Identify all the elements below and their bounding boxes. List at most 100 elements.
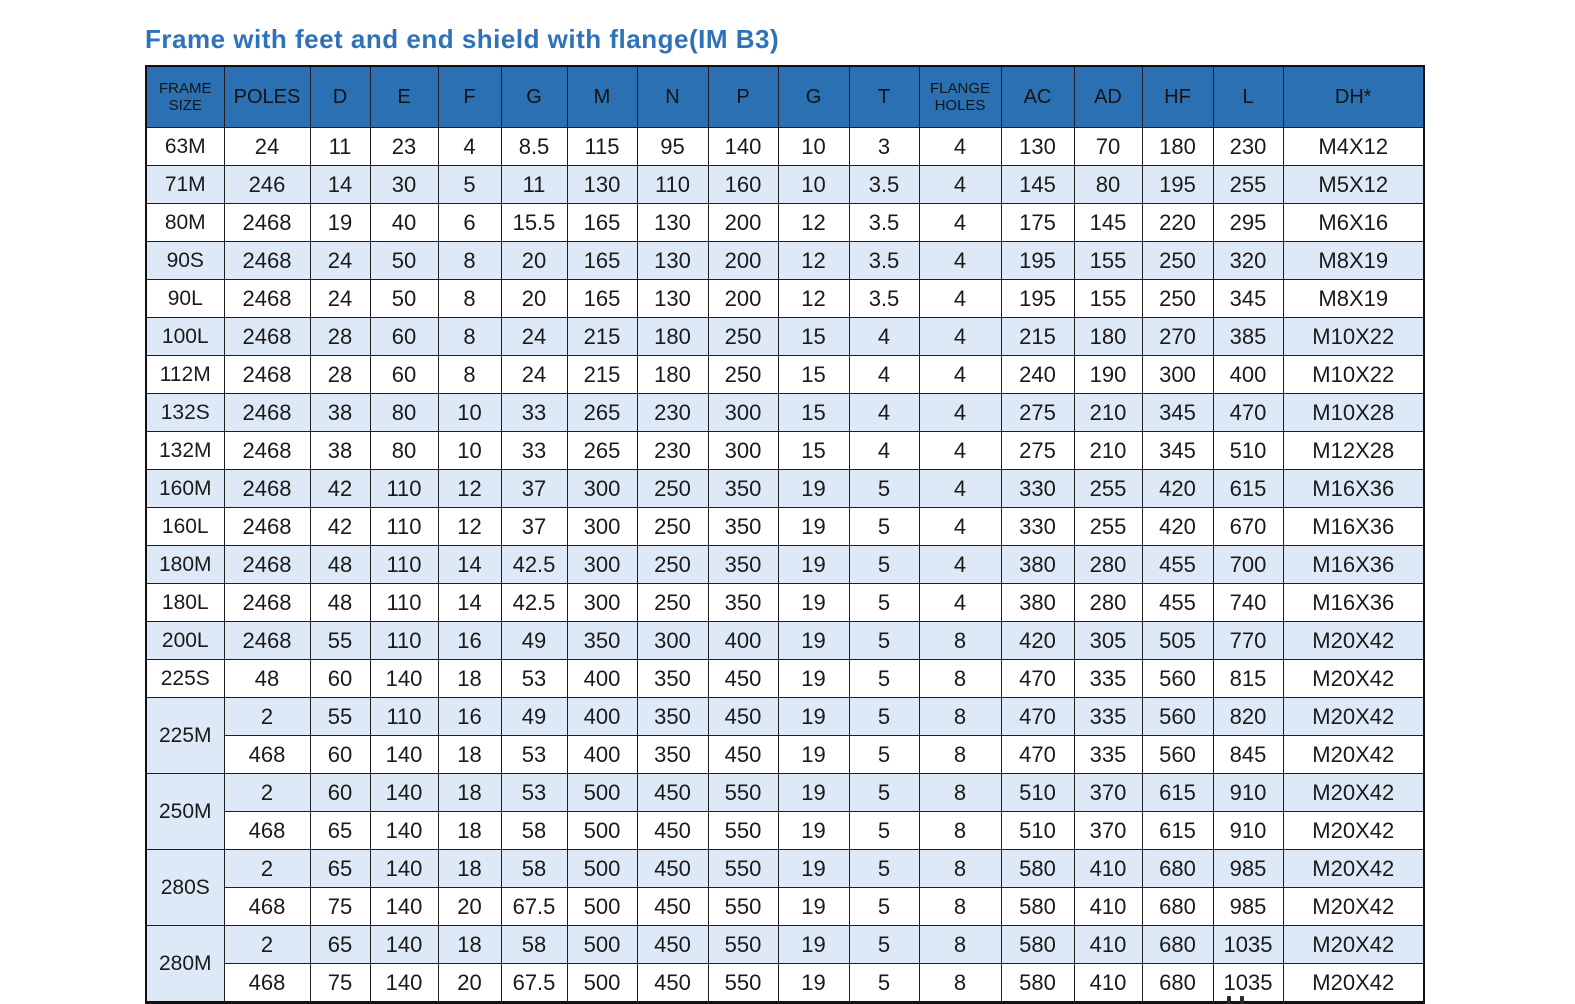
table-row: 280S 2 65 140 18 58 500 450 550 19 5 8 580 410 680 985 M… [145,849,1425,926]
cell-ac: 580 [1000,887,1075,926]
cell-d: 38 [309,431,371,470]
cell-flange-holes: 4 [918,165,1002,204]
cell-hf: 420 [1141,469,1214,508]
table-row: 468 75 140 20 67.5 500 450 550 19 5 8 580 410 680 985 M… [146,887,1425,926]
cell-g2: 15 [777,317,850,356]
cell-g2: 19 [777,811,850,850]
cell-f: 8 [437,241,502,280]
cell-ad: 410 [1073,925,1143,964]
cell-n: 110 [636,165,709,204]
cell-flange-holes: 4 [918,241,1002,280]
cell-hf: 345 [1141,393,1214,432]
cell-l: 820 [1212,697,1284,736]
cell-poles: 2 [223,925,311,964]
cell-p: 550 [707,773,779,812]
cell-p: 140 [707,127,779,166]
cell-ad: 180 [1073,317,1143,356]
page-number-partial [1227,996,1251,1004]
cell-f: 10 [437,393,502,432]
cell-ac: 195 [1000,241,1075,280]
cell-g2: 19 [777,507,850,546]
table-row: 80M 2468 19 40 6 15.5 165 130 200 12 3.5 4 175 145 220… [145,203,1425,242]
cell-d: 11 [309,127,371,166]
cell-e: 140 [369,925,439,964]
cell-l: 910 [1212,811,1284,850]
cell-g2: 12 [777,203,850,242]
cell-g2: 19 [777,545,850,584]
cell-m: 500 [566,849,638,888]
cell-hf: 180 [1141,127,1214,166]
cell-n: 130 [636,279,709,318]
cell-l: 1035 [1212,963,1284,1003]
cell-dh: M20X42 [1282,697,1425,736]
cell-f: 18 [437,773,502,812]
cell-dh: M10X22 [1282,355,1425,394]
cell-g: 67.5 [500,963,568,1003]
cell-d: 65 [309,811,371,850]
cell-ad: 410 [1073,849,1143,888]
cell-dh: M8X19 [1282,241,1425,280]
cell-t: 4 [848,355,920,394]
table-row: 90S 2468 24 50 8 20 165 130 200 12 3.5 4 195 155 250 32… [145,241,1425,280]
frame-size-cell: 180L [145,583,225,622]
cell-p: 450 [707,659,779,698]
cell-m: 165 [566,241,638,280]
cell-hf: 615 [1141,773,1214,812]
column-header-hf: HF [1141,65,1214,128]
cell-g: 15.5 [500,203,568,242]
cell-p: 300 [707,393,779,432]
cell-flange-holes: 8 [918,621,1002,660]
cell-ad: 335 [1073,735,1143,774]
cell-f: 10 [437,431,502,470]
cell-poles: 2 [223,849,311,888]
frame-size-cell: 280S [145,849,225,926]
column-header-g2: G [777,65,850,128]
cell-d: 24 [309,279,371,318]
cell-d: 60 [309,735,371,774]
cell-f: 12 [437,469,502,508]
cell-m: 500 [566,811,638,850]
column-header-t: T [848,65,920,128]
cell-ac: 380 [1000,545,1075,584]
cell-f: 20 [437,963,502,1003]
cell-m: 300 [566,583,638,622]
cell-flange-holes: 4 [918,203,1002,242]
cell-g: 42.5 [500,583,568,622]
cell-flange-holes: 8 [918,735,1002,774]
cell-m: 165 [566,203,638,242]
cell-p: 400 [707,621,779,660]
cell-p: 200 [707,279,779,318]
cell-n: 250 [636,469,709,508]
cell-hf: 420 [1141,507,1214,546]
cell-g: 49 [500,697,568,736]
cell-ac: 510 [1000,811,1075,850]
cell-g: 58 [500,849,568,888]
cell-p: 250 [707,317,779,356]
frame-size-cell: 280M [145,925,225,1003]
cell-flange-holes: 8 [918,773,1002,812]
cell-t: 3 [848,127,920,166]
table-row: 225S 48 60 140 18 53 400 350 450 19 5 8 470 335 560 815… [145,659,1425,698]
cell-g2: 19 [777,621,850,660]
cell-dh: M20X42 [1282,925,1425,964]
cell-flange-holes: 4 [918,583,1002,622]
cell-g: 20 [500,279,568,318]
cell-dh: M10X28 [1282,393,1425,432]
cell-flange-holes: 4 [918,507,1002,546]
cell-l: 700 [1212,545,1284,584]
cell-d: 65 [309,849,371,888]
cell-hf: 615 [1141,811,1214,850]
frame-size-cell: 160L [145,507,225,546]
cell-t: 5 [848,963,920,1003]
cell-n: 450 [636,811,709,850]
frame-size-cell: 132S [145,393,225,432]
cell-m: 400 [566,697,638,736]
cell-l: 910 [1212,773,1284,812]
cell-hf: 250 [1141,279,1214,318]
cell-n: 95 [636,127,709,166]
cell-dh: M10X22 [1282,317,1425,356]
cell-n: 300 [636,621,709,660]
cell-dh: M16X36 [1282,507,1425,546]
cell-g2: 10 [777,127,850,166]
frame-size-cell: 90L [145,279,225,318]
